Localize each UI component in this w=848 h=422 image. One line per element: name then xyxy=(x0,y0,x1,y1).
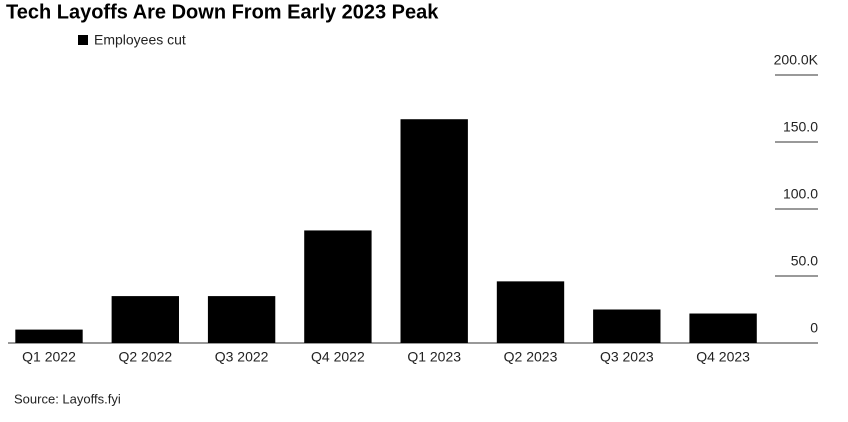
y-tick-label: 50.0 xyxy=(791,253,818,269)
x-tick-label: Q4 2023 xyxy=(696,349,750,365)
y-tick-label: 150.0 xyxy=(783,119,818,135)
x-tick-label: Q1 2022 xyxy=(22,349,76,365)
x-tick-label: Q2 2023 xyxy=(504,349,558,365)
y-tick-label: 0 xyxy=(810,320,818,336)
legend-label: Employees cut xyxy=(94,32,186,48)
y-tick-label: 200.0K xyxy=(774,52,819,68)
x-tick-label: Q3 2022 xyxy=(215,349,269,365)
y-tick-label: 100.0 xyxy=(783,186,818,202)
bar xyxy=(400,119,468,343)
x-tick-label: Q4 2022 xyxy=(311,349,365,365)
x-tick-label: Q3 2023 xyxy=(600,349,654,365)
bar xyxy=(304,230,372,343)
bar xyxy=(496,281,565,343)
chart-title: Tech Layoffs Are Down From Early 2023 Pe… xyxy=(6,1,439,23)
bar xyxy=(593,309,661,343)
bar xyxy=(15,329,83,343)
legend-swatch xyxy=(78,35,88,45)
x-tick-label: Q1 2023 xyxy=(407,349,461,365)
bar xyxy=(207,296,276,343)
x-tick-label: Q2 2022 xyxy=(118,349,172,365)
source: Source: Layoffs.fyi xyxy=(14,391,121,406)
bar xyxy=(111,296,179,343)
bar xyxy=(689,313,757,343)
